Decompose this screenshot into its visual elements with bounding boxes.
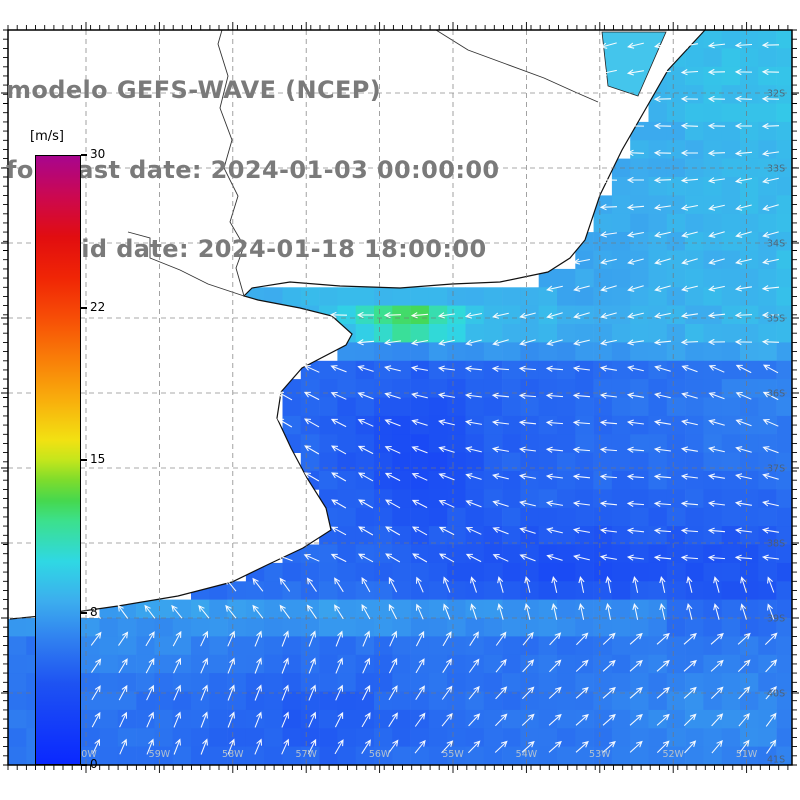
colorbar-tick-label: 8 [90, 604, 98, 619]
lat-label: 37S [767, 464, 785, 475]
river-parana [127, 231, 245, 297]
lat-label: 38S [767, 539, 785, 550]
colorbar-tick-mark [81, 154, 87, 156]
colorbar [35, 155, 81, 765]
wave-direction-arrows [90, 41, 780, 755]
lon-label: 58W [222, 749, 244, 760]
colorbar-tick-mark [81, 459, 87, 461]
lon-label: 60W [75, 749, 97, 760]
lon-label: 54W [516, 749, 538, 760]
valid-date-line: valid date: 2024-01-18 18:00:00 [40, 235, 487, 263]
coastal-lagoon [601, 31, 667, 97]
lat-label: 33S [767, 164, 785, 175]
colorbar-tick-label: 15 [90, 452, 106, 466]
land-mass [8, 30, 705, 619]
colorbar-tick-mark [81, 611, 87, 614]
coastline [9, 29, 706, 620]
lon-label: 55W [442, 749, 464, 760]
colorbar-tick-mark [81, 306, 87, 309]
model-title: modelo GEFS-WAVE (NCEP) [6, 76, 382, 104]
lat-label: 39S [767, 614, 785, 625]
lat-label: 36S [767, 389, 785, 400]
colorbar-unit-label: [m/s] [30, 129, 64, 144]
lon-label: 51W [736, 749, 758, 760]
colorbar-tick-label: 0 [90, 757, 98, 771]
colorbar-tick-label: 22 [90, 299, 106, 314]
lon-label: 53W [589, 749, 611, 760]
graticule [8, 30, 792, 765]
lon-label: 56W [369, 749, 391, 760]
lon-label: 59W [149, 749, 171, 760]
colorbar-tick-mark [81, 764, 87, 766]
lon-label: 57W [295, 749, 317, 760]
lon-label: 52W [662, 749, 684, 760]
lat-label: 32S [767, 89, 785, 100]
colorbar-tick-label: 30 [90, 147, 106, 161]
axis-ticks [1, 22, 799, 773]
lat-label: 41S [767, 755, 785, 766]
wave-height-cells [8, 30, 792, 765]
border-line [435, 29, 599, 103]
lat-label: 40S [767, 689, 785, 700]
forecast-date-line: forecast date: 2024-01-03 00:00:00 [6, 155, 500, 184]
lat-label: 35S [767, 314, 785, 325]
figure-header: modelo GEFS-WAVE (NCEP) forecast date: 2… [6, 24, 500, 316]
lat-label: 34S [767, 239, 785, 250]
